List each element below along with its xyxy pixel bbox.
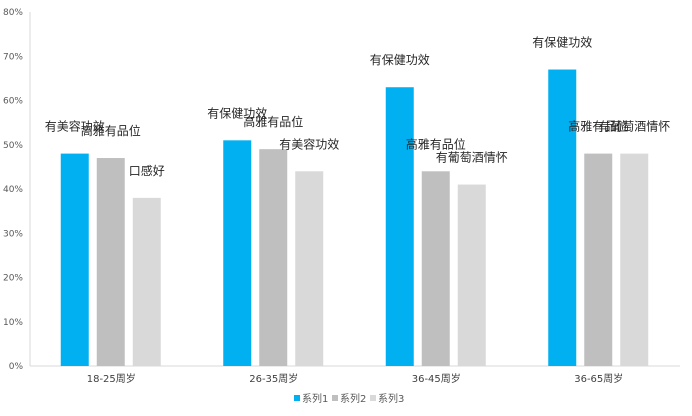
bar: [60, 153, 89, 366]
bar: [132, 197, 161, 366]
legend-label: 系列2: [340, 392, 366, 405]
category-labels: 18-25周岁 26-35周岁 36-45周岁 36-65周岁: [87, 372, 624, 385]
data-label: 有葡萄酒情怀: [436, 151, 508, 165]
y-tick-label: 30%: [3, 229, 23, 239]
bar: [620, 153, 649, 366]
category-label: 26-35周岁: [249, 372, 298, 385]
legend: 系列1 系列2 系列3: [294, 392, 404, 405]
bar: [223, 140, 252, 366]
data-label: 有美容功效: [45, 119, 105, 134]
bar: [295, 171, 324, 366]
legend-swatch: [370, 395, 376, 401]
data-label: 有葡萄酒情怀: [598, 120, 670, 134]
y-tick-labels: 0% 10% 20% 30% 40% 50% 60% 70% 80%: [3, 8, 23, 372]
data-label: 口感好: [129, 163, 165, 178]
data-labels: 有美容功效高雅有品位口感好有保健功效高雅有品位有美容功效有保健功效高雅有品位有葡…: [45, 35, 671, 178]
bar: [584, 153, 613, 366]
bar: [96, 158, 125, 366]
legend-label: 系列1: [302, 392, 328, 405]
legend-swatch: [332, 395, 338, 401]
y-tick-label: 0%: [9, 362, 24, 372]
y-tick-label: 20%: [3, 274, 23, 284]
y-tick-label: 50%: [3, 141, 23, 151]
legend-swatch: [294, 395, 300, 401]
bar: [421, 171, 450, 366]
data-label: 有保健功效: [207, 105, 267, 120]
data-label: 有保健功效: [532, 35, 592, 50]
data-label: 有美容功效: [279, 136, 339, 151]
data-label: 高雅有品位: [568, 119, 628, 134]
y-tick-label: 60%: [3, 97, 23, 107]
axes: [29, 12, 680, 367]
data-label: 高雅有品位: [81, 123, 141, 138]
bar: [259, 149, 288, 366]
bars: [60, 69, 649, 367]
bar: [385, 87, 414, 366]
category-label: 36-65周岁: [574, 372, 623, 385]
category-label: 18-25周岁: [87, 372, 136, 385]
data-label: 高雅有品位: [243, 114, 303, 129]
category-label: 36-45周岁: [412, 372, 461, 385]
bar: [548, 69, 577, 367]
bar: [457, 184, 486, 366]
legend-label: 系列3: [378, 392, 404, 405]
y-tick-label: 40%: [3, 185, 23, 195]
y-tick-label: 70%: [3, 52, 23, 62]
y-tick-label: 10%: [3, 318, 23, 328]
y-tick-label: 80%: [3, 8, 23, 18]
data-label: 有保健功效: [370, 52, 430, 67]
data-label: 高雅有品位: [406, 136, 466, 151]
